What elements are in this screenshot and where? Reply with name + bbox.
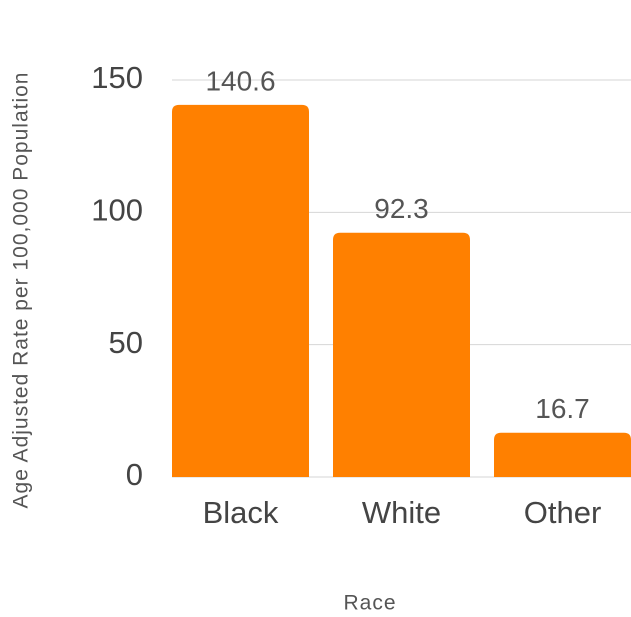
value-label: 140.6 xyxy=(205,65,275,96)
x-axis-title: Race xyxy=(343,592,396,615)
y-tick-label: 100 xyxy=(91,193,143,228)
value-label: 16.7 xyxy=(535,393,590,424)
y-tick-label: 150 xyxy=(91,60,143,95)
value-label: 92.3 xyxy=(374,193,429,224)
y-tick-label: 0 xyxy=(126,457,143,492)
x-tick-label: Black xyxy=(203,495,279,530)
bar xyxy=(333,232,470,477)
y-axis-title: Age Adjusted Rate per 100,000 Population xyxy=(10,72,33,509)
bar xyxy=(494,432,631,477)
x-tick-label: White xyxy=(362,495,441,530)
y-tick-label: 50 xyxy=(109,325,143,360)
x-tick-label: Other xyxy=(524,495,602,530)
bar xyxy=(172,104,309,478)
